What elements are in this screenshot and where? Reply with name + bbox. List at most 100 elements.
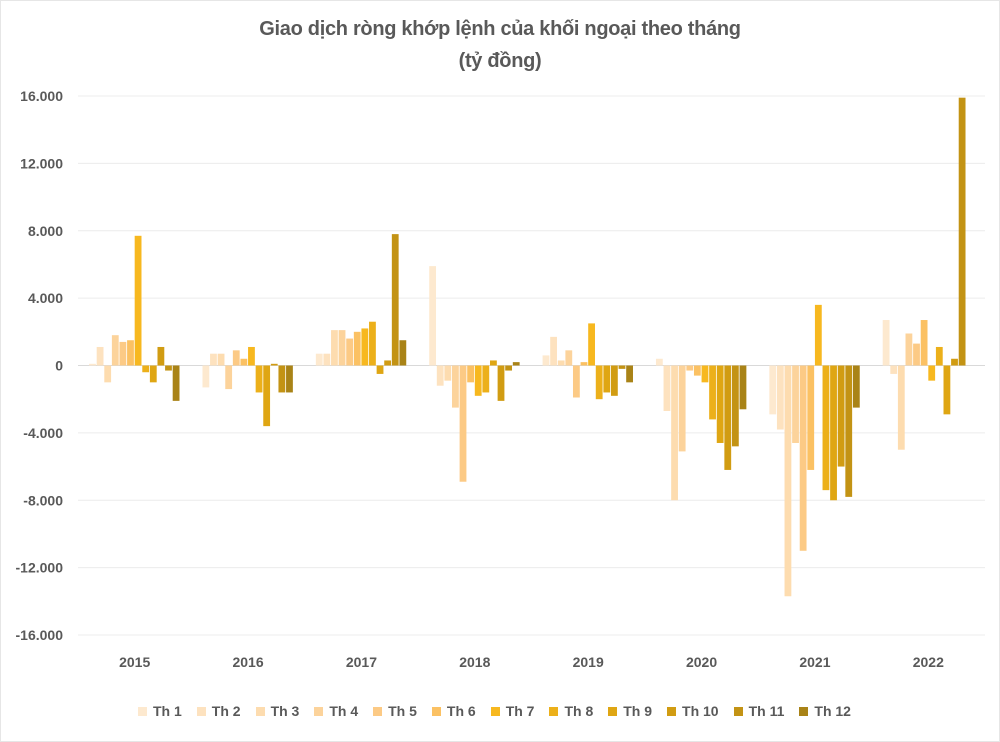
bar (852, 365, 860, 408)
bar (958, 97, 966, 366)
y-tick-label: -16.000 (16, 627, 64, 643)
bar (497, 365, 505, 401)
x-category-label: 2017 (346, 654, 377, 670)
bar (671, 365, 678, 501)
bar (232, 350, 240, 366)
bar (111, 335, 119, 366)
bar (588, 323, 595, 366)
bar (897, 365, 905, 450)
bar (542, 355, 550, 366)
bar (240, 358, 248, 366)
bar (890, 365, 898, 374)
bar (830, 365, 837, 501)
bar (444, 365, 452, 381)
bar (822, 365, 830, 491)
legend-item: Th 2 (196, 703, 241, 719)
bar (361, 328, 369, 366)
bar (572, 365, 580, 398)
bar (210, 353, 217, 366)
bar (278, 365, 286, 393)
bar (905, 333, 913, 366)
legend-label: Th 4 (329, 703, 359, 719)
bar (459, 365, 467, 482)
legend-item: Th 1 (138, 703, 182, 719)
bar (845, 365, 853, 497)
legend-swatch-icon (314, 706, 324, 716)
bar (482, 365, 490, 393)
legend-swatch-icon (733, 706, 743, 716)
bar (935, 346, 943, 366)
bar (149, 365, 157, 383)
bar (814, 304, 822, 366)
legend-item: Th 10 (667, 703, 719, 719)
legend-swatch-icon (608, 706, 618, 716)
legend-item: Th 3 (255, 703, 300, 719)
bar (399, 340, 407, 366)
bar (928, 365, 936, 381)
bar (376, 365, 384, 374)
bar (550, 336, 557, 366)
bar (784, 365, 792, 597)
bar (474, 365, 482, 396)
bar (323, 353, 331, 366)
legend-label: Th 6 (446, 703, 476, 719)
legend-label: Th 8 (564, 703, 594, 719)
bar (315, 353, 323, 366)
bar (686, 365, 694, 371)
bar (263, 365, 271, 427)
bar (96, 346, 104, 366)
legend-item: Th 6 (431, 703, 476, 719)
bar (134, 235, 142, 366)
bar (709, 365, 716, 420)
bar (436, 365, 444, 386)
bar (951, 358, 958, 366)
bar (119, 341, 127, 366)
legend-item: Th 7 (490, 703, 534, 719)
bar (678, 365, 686, 452)
bar (429, 266, 437, 366)
bar (353, 331, 361, 366)
bar (716, 365, 724, 443)
bar (610, 365, 618, 396)
bar (565, 350, 573, 366)
chart-subtitle: (tỷ đồng) (458, 50, 542, 72)
bar (769, 365, 777, 415)
legend-swatch-icon (373, 706, 383, 716)
bar (512, 362, 520, 366)
legend-item: Th 8 (549, 703, 593, 719)
legend-item: Th 5 (373, 703, 417, 719)
legend-label: Th 12 (814, 703, 851, 719)
bar (792, 365, 799, 443)
bar (739, 365, 747, 410)
bar (384, 360, 392, 366)
bar (655, 358, 663, 366)
bar (217, 353, 225, 366)
y-tick-label: -12.000 (16, 560, 64, 576)
bar (89, 363, 96, 366)
bar (391, 234, 399, 366)
bar (882, 320, 890, 366)
x-category-label: 2016 (232, 654, 263, 670)
y-tick-label: 8.000 (28, 223, 63, 239)
legend-swatch-icon (549, 706, 559, 716)
y-tick-label: 12.000 (20, 155, 63, 171)
legend-label: Th 2 (211, 703, 241, 719)
y-tick-label: 0 (55, 358, 63, 374)
legend-swatch-icon (799, 706, 809, 716)
bar (913, 343, 920, 366)
legend-swatch-icon (138, 706, 147, 716)
bar (776, 365, 784, 430)
chart-legend: Th 1 Th 2 Th 3 Th 4 Th 5 Th 6 Th 7 Th 8 Th 9 Th 1… (138, 703, 866, 719)
legend-label: Th 10 (682, 703, 719, 719)
bar (142, 365, 150, 373)
legend-label: Th 3 (270, 703, 300, 719)
legend-item: Th 4 (314, 703, 358, 719)
bar (165, 365, 172, 371)
bar (270, 363, 278, 366)
bar (603, 365, 611, 393)
legend-swatch-icon (255, 706, 265, 716)
bar (157, 346, 165, 366)
bar (807, 365, 815, 470)
x-category-label: 2022 (913, 654, 944, 670)
bar (338, 330, 346, 366)
